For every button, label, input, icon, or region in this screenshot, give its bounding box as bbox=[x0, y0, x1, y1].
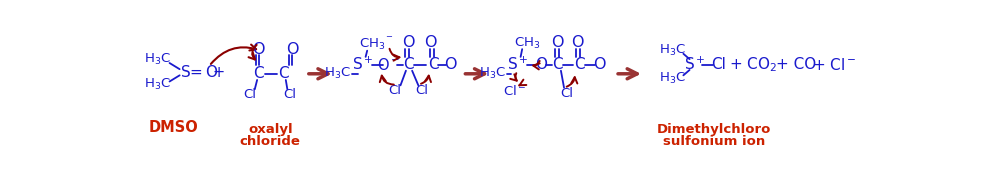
Text: H$_3$C: H$_3$C bbox=[144, 77, 171, 92]
Text: O: O bbox=[570, 36, 583, 51]
Text: C: C bbox=[254, 66, 264, 81]
Text: H$_3$C: H$_3$C bbox=[658, 43, 685, 58]
Text: C: C bbox=[552, 57, 562, 72]
Text: $=$O: $=$O bbox=[186, 64, 218, 80]
Text: + Cl$^-$: + Cl$^-$ bbox=[812, 57, 856, 73]
Text: O: O bbox=[534, 57, 546, 72]
Text: O$^-$: O$^-$ bbox=[377, 57, 400, 73]
Text: + CO: + CO bbox=[775, 57, 815, 72]
Text: O: O bbox=[286, 42, 298, 57]
Text: H$_3$C: H$_3$C bbox=[479, 66, 506, 81]
Text: Cl$^-$: Cl$^-$ bbox=[503, 84, 526, 98]
Text: C: C bbox=[573, 57, 584, 72]
Text: Dimethylchloro: Dimethylchloro bbox=[656, 123, 771, 136]
Text: S$^+$: S$^+$ bbox=[506, 56, 528, 73]
Text: Cl: Cl bbox=[243, 88, 257, 101]
Text: C: C bbox=[278, 66, 289, 81]
Text: C: C bbox=[427, 57, 438, 72]
Text: Cl: Cl bbox=[415, 84, 428, 97]
Text: Cl: Cl bbox=[710, 57, 725, 72]
Text: H$_3$C: H$_3$C bbox=[144, 52, 171, 68]
Text: sulfonium ion: sulfonium ion bbox=[662, 135, 765, 148]
Text: O: O bbox=[593, 57, 605, 72]
Text: Cl: Cl bbox=[560, 87, 573, 100]
Text: H$_3$C: H$_3$C bbox=[658, 71, 685, 86]
Text: O: O bbox=[424, 36, 437, 51]
Text: H$_3$C: H$_3$C bbox=[324, 66, 351, 81]
Text: $^-$: $^-$ bbox=[384, 33, 394, 46]
Text: S$^+$: S$^+$ bbox=[352, 56, 374, 73]
Text: C: C bbox=[403, 57, 413, 72]
Text: CH$_3$: CH$_3$ bbox=[513, 36, 539, 51]
Text: oxalyl: oxalyl bbox=[247, 123, 293, 136]
Text: CH$_3$: CH$_3$ bbox=[359, 37, 385, 52]
Text: O: O bbox=[444, 57, 457, 72]
Text: S$^+$: S$^+$ bbox=[683, 56, 705, 73]
Text: O: O bbox=[253, 42, 265, 57]
Text: +: + bbox=[212, 65, 224, 80]
Text: Cl: Cl bbox=[283, 88, 296, 101]
Text: S: S bbox=[180, 65, 190, 80]
Text: chloride: chloride bbox=[239, 135, 301, 148]
Text: DMSO: DMSO bbox=[148, 120, 198, 135]
Text: O: O bbox=[551, 36, 563, 51]
Text: Cl: Cl bbox=[388, 84, 401, 97]
Text: O: O bbox=[402, 36, 414, 51]
Text: + CO$_2$: + CO$_2$ bbox=[728, 55, 777, 74]
